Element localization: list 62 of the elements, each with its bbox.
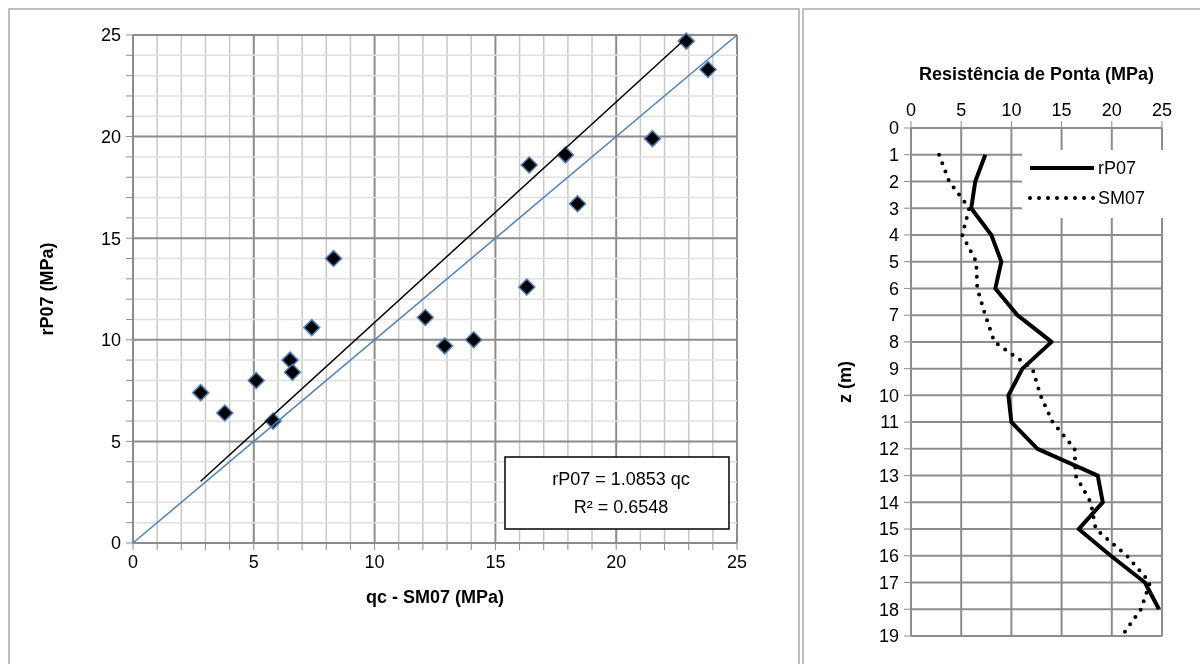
y-tick-label: 10	[100, 330, 121, 351]
y-tick-label: 7	[888, 305, 899, 326]
y-tick-label: 11	[880, 412, 899, 433]
y-tick-label: 0	[888, 118, 899, 139]
y-tick-label: 4	[888, 225, 899, 246]
point	[216, 404, 234, 422]
x-tick-label: 20	[606, 552, 627, 572]
annotation: rP07 = 1.0853 qc	[552, 469, 690, 489]
y-tick-label: 8	[888, 332, 899, 353]
x-tick-label: 10	[1001, 100, 1022, 120]
legend-label: rP07	[1098, 158, 1137, 178]
x-axis-title: qc - SM07 (MPa)	[365, 587, 505, 607]
point	[303, 318, 321, 337]
legend-label: SM07	[1098, 188, 1146, 208]
y-tick-label: 10	[878, 385, 899, 406]
point	[568, 194, 587, 213]
point	[283, 363, 302, 382]
x-tick-label: 20	[1101, 100, 1122, 120]
x-tick-label: 0	[127, 552, 139, 572]
y-tick-label: 14	[878, 492, 899, 513]
x-tick-label: 0	[905, 100, 917, 120]
point	[520, 156, 538, 174]
annotation: R² = 0.6548	[573, 497, 669, 517]
x-tick-label: 5	[248, 552, 259, 572]
y-tick-label: 5	[110, 431, 121, 452]
point	[435, 337, 454, 355]
y-tick-label: 5	[888, 251, 899, 272]
y-axis-title: z (m)	[835, 361, 855, 403]
y-tick-label: 15	[878, 519, 899, 540]
y-tick-label: 12	[878, 439, 899, 460]
y-tick-label: 19	[878, 626, 899, 647]
point	[416, 308, 435, 327]
point	[677, 32, 696, 50]
x-tick-label: 25	[726, 552, 748, 572]
x-tick-label: 5	[956, 100, 967, 120]
x-tick-label: 15	[1051, 100, 1072, 120]
y-tick-label: 1	[888, 145, 899, 166]
point	[699, 60, 717, 79]
y-tick-label: 15	[100, 228, 121, 249]
y-tick-label: 0	[110, 533, 121, 554]
x-tick-label: 25	[1151, 100, 1173, 120]
y-tick-label: 3	[888, 198, 899, 219]
x-tick-label: 15	[485, 552, 506, 572]
y-tick-label: 25	[100, 25, 121, 46]
x-axis-title: Resistência de Ponta (MPa)	[918, 64, 1155, 84]
y-tick-label: 16	[878, 546, 899, 567]
point	[247, 371, 265, 390]
y-tick-label: 18	[878, 599, 899, 620]
y-tick-label: 17	[878, 572, 899, 593]
y-tick-label: 13	[878, 465, 899, 486]
y-tick-label: 6	[888, 278, 899, 299]
y-axis-title: rP07 (MPa)	[37, 242, 57, 336]
point	[464, 331, 483, 349]
point	[643, 129, 662, 148]
point	[324, 249, 343, 268]
text-box: rP07 = 1.0853 qc R² = 0.6548	[504, 456, 730, 530]
point	[191, 383, 210, 402]
point	[518, 278, 536, 296]
x-tick-label: 10	[364, 552, 385, 572]
y-tick-label: 9	[888, 358, 899, 379]
y-tick-label: 2	[888, 171, 899, 192]
y-tick-label: 20	[100, 126, 121, 147]
